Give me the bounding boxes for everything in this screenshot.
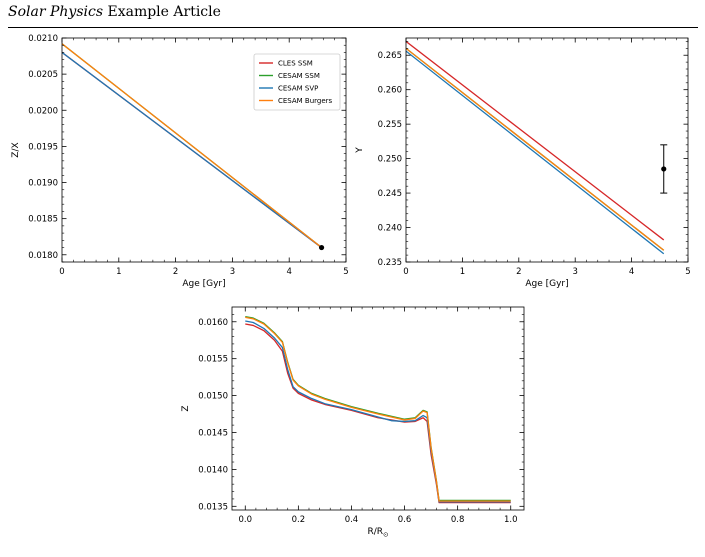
x-tick-label-z: 0.4: [345, 515, 359, 525]
y-tick-label-zx: 0.0205: [28, 70, 58, 80]
y-axis-label-y: Y: [355, 147, 365, 154]
chart-z: 0.0 0.2 0.4 0.6 0.8 1.0 0.0135 0.0140 0.0145 0.01…: [181, 306, 525, 539]
legend-label-0: CLES SSM: [278, 60, 313, 68]
y-tick-label-z: 0.0140: [198, 465, 228, 475]
axes-frame-y: [405, 37, 689, 263]
x-tick-label-y: 3: [572, 267, 577, 277]
chart-y: 0 1 2 3 4 5 0.235 0.240 0.245 0.250 0.255 0.260 0.26…: [355, 37, 691, 289]
y-tick-label-y: 0.255: [378, 120, 402, 130]
journal-name: Solar Physics: [8, 4, 104, 20]
x-tick-label-zx: 1: [116, 267, 121, 277]
series-y-3: [406, 47, 665, 251]
y-tick-label-zx: 0.0190: [28, 179, 58, 189]
running-head-label: Example Article: [107, 4, 221, 20]
x-tick-label-y: 1: [460, 267, 465, 277]
running-head: Solar Physics Example Article: [8, 4, 221, 20]
errorbar-point-y-0: [661, 166, 667, 172]
y-tick-label-zx: 0.0180: [28, 251, 58, 261]
y-axis-label-z: Z: [181, 405, 191, 411]
x-tick-label-zx: 5: [343, 267, 348, 277]
series-y-2: [406, 50, 665, 255]
x-tick-label-zx: 0: [59, 267, 64, 277]
y-tick-label-y: 0.240: [378, 224, 402, 234]
series-zx-2: [62, 51, 322, 249]
y-axis-label-zx: Z/X: [11, 142, 21, 157]
y-tick-label-y: 0.260: [378, 86, 402, 96]
x-axis-label-y: Age [Gyr]: [525, 279, 568, 289]
x-tick-label-zx: 2: [173, 267, 178, 277]
chart-zx: 0 1 2 3 4 5 0.0180 0.0185 0.0190 0.0195 0.0200 0.02…: [11, 34, 349, 289]
x-tick-label-z: 0.0: [239, 515, 253, 525]
y-tick-label-y: 0.265: [378, 51, 402, 61]
y-tick-label-y: 0.250: [378, 155, 402, 165]
x-tick-label-y: 2: [516, 267, 521, 277]
series-z-1: [245, 315, 511, 502]
x-tick-label-y: 0: [403, 267, 408, 277]
y-tick-label-z: 0.0150: [198, 392, 228, 402]
y-tick-label-zx: 0.0210: [28, 34, 58, 44]
y-tick-label-z: 0.0135: [198, 502, 228, 512]
x-tick-label-y: 4: [629, 267, 634, 277]
figure-caption: [10, 531, 695, 555]
legend-label-1: CESAM SSM: [278, 72, 320, 80]
y-tick-label-zx: 0.0195: [28, 142, 58, 152]
y-tick-label-z: 0.0160: [198, 318, 228, 328]
series-y-0: [406, 40, 665, 241]
series-zx-3: [62, 43, 322, 249]
x-tick-label-zx: 4: [286, 267, 291, 277]
data-marker-zx-0: [318, 244, 325, 251]
x-axis-label-z: R/R⊙: [368, 527, 389, 539]
y-tick-label-zx: 0.0185: [28, 215, 58, 225]
y-tick-label-z: 0.0155: [198, 355, 228, 365]
x-tick-label-z: 0.2: [292, 515, 306, 525]
series-z-2: [245, 320, 511, 503]
axes-frame-zx: [61, 37, 347, 263]
series-z-3: [245, 316, 511, 502]
y-tick-label-z: 0.0145: [198, 428, 228, 438]
y-tick-label-y: 0.235: [378, 258, 402, 268]
x-tick-label-y: 5: [685, 267, 690, 277]
x-tick-label-zx: 3: [230, 267, 235, 277]
x-axis-label-zx: Age [Gyr]: [182, 279, 225, 289]
y-tick-label-zx: 0.0200: [28, 106, 58, 116]
legend-label-2: CESAM SVP: [278, 85, 318, 93]
header-rule: [8, 27, 698, 28]
legend: [253, 53, 341, 111]
axes-frame-z: [231, 306, 525, 511]
x-tick-label-z: 0.8: [451, 515, 465, 525]
y-tick-label-y: 0.245: [378, 189, 402, 199]
legend-label-3: CESAM Burgers: [278, 97, 333, 105]
x-tick-label-z: 1.0: [504, 515, 518, 525]
x-tick-label-z: 0.6: [398, 515, 412, 525]
